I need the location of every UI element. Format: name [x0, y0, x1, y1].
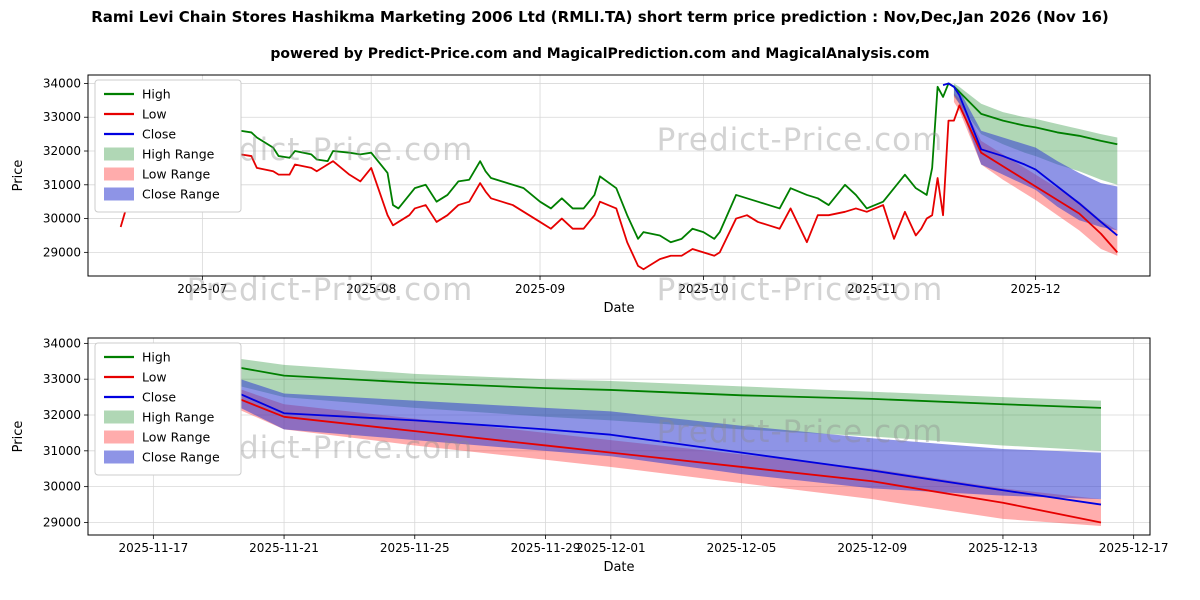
x-tick-label: 2025-11-29 — [511, 541, 581, 555]
y-tick-label: 30000 — [43, 212, 81, 226]
legend-label: Close Range — [142, 187, 220, 202]
figure-subtitle: powered by Predict-Price.com and Magical… — [270, 46, 930, 62]
low-line — [119, 104, 1118, 271]
historical-and-forecast-chart: 29000 30000 31000 32000 33000 34000 2025-07 202… — [11, 74, 1151, 316]
legend-label: Low — [142, 107, 167, 122]
high-line — [125, 82, 1118, 244]
y-tick-label: 33000 — [43, 110, 81, 124]
y-tick-label: 34000 — [43, 76, 81, 90]
legend-patch-sample — [104, 430, 134, 444]
legend-label: High Range — [142, 147, 215, 162]
x-tick-label: 2025-11-17 — [118, 541, 188, 555]
x-tick-label: 2025-10 — [678, 282, 728, 296]
plot-frame — [87, 74, 1151, 277]
high-range-band — [120, 343, 1101, 451]
watermark: Predict-Price.com — [187, 272, 474, 308]
legend-patch-sample — [104, 410, 134, 424]
forecast-detail-chart: 29000 30000 31000 32000 33000 34000 2025-11-17… — [11, 336, 1169, 575]
x-tick-label: 2025-11-21 — [249, 541, 319, 555]
legend-patch-sample — [104, 147, 134, 161]
legend-label: Close Range — [142, 450, 220, 465]
x-tick-label: 2025-11 — [847, 282, 897, 296]
y-axis-label: Price — [11, 421, 26, 453]
plot-frame — [87, 337, 1151, 536]
y-tick-label: 33000 — [43, 372, 81, 386]
legend-patch-sample — [104, 167, 134, 181]
watermark: Predict-Price.com — [657, 272, 944, 308]
x-tick-label: 2025-12-09 — [837, 541, 907, 555]
high-range-band — [953, 83, 1118, 185]
y-tick-label: 31000 — [43, 178, 81, 192]
x-tick-label: 2025-08 — [346, 282, 396, 296]
legend-label: Close — [142, 390, 176, 405]
x-tick-label: 2025-12-01 — [576, 541, 646, 555]
watermark: Predict-Price.com — [657, 122, 944, 158]
legend-patch-sample — [104, 450, 134, 464]
y-tick-label: 29000 — [43, 245, 81, 259]
y-axis-label: Price — [11, 160, 26, 192]
legend-label: High — [142, 350, 171, 365]
y-tick-label: 29000 — [43, 515, 81, 529]
y-tick-label: 34000 — [43, 336, 81, 350]
y-tick-label: 30000 — [43, 480, 81, 494]
watermark: Predict-Price.com — [657, 414, 944, 450]
x-tick-label: 2025-12 — [1011, 282, 1061, 296]
x-tick-label: 2025-12-17 — [1099, 541, 1169, 555]
legend-label: Low Range — [142, 430, 211, 445]
close-line — [942, 82, 1118, 237]
y-tick-label: 32000 — [43, 144, 81, 158]
legend-label: High — [142, 87, 171, 102]
x-tick-label: 2025-09 — [515, 282, 565, 296]
legend-label: High Range — [142, 410, 215, 425]
x-tick-label: 2025-12-05 — [707, 541, 777, 555]
legend-patch-sample — [104, 187, 134, 201]
x-tick-label: 2025-12-13 — [968, 541, 1038, 555]
legend-label: Low Range — [142, 167, 211, 182]
x-tick-label: 2025-07 — [177, 282, 227, 296]
x-axis-label: Date — [603, 560, 634, 575]
figure-title: Rami Levi Chain Stores Hashikma Marketin… — [91, 8, 1109, 26]
y-tick-label: 31000 — [43, 444, 81, 458]
close-range-band — [953, 85, 1118, 231]
legend-label: Low — [142, 370, 167, 385]
close-range-band — [120, 345, 1101, 500]
legend: High Low Close High Range Low Range Close Ran… — [94, 342, 242, 476]
legend-label: Close — [142, 127, 176, 142]
y-tick-label: 32000 — [43, 408, 81, 422]
x-tick-label: 2025-11-25 — [380, 541, 450, 555]
x-axis-label: Date — [603, 301, 634, 316]
legend: High Low Close High Range Low Range Close Ran… — [94, 79, 242, 213]
